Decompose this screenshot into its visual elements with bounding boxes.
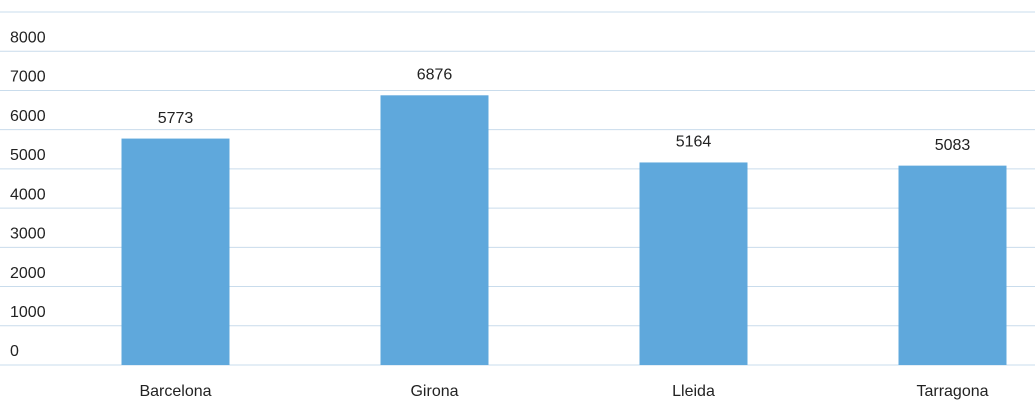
bar bbox=[639, 162, 748, 365]
y-tick-label: 8000 bbox=[10, 29, 46, 46]
x-tick-label: Tarragona bbox=[916, 383, 988, 400]
y-tick-label: 5000 bbox=[10, 147, 46, 164]
data-label: 5083 bbox=[935, 137, 971, 154]
y-tick-label: 6000 bbox=[10, 108, 46, 125]
y-tick-label: 1000 bbox=[10, 304, 46, 321]
bar bbox=[380, 95, 489, 366]
y-tick-label: 3000 bbox=[10, 226, 46, 243]
data-label: 5164 bbox=[676, 134, 712, 151]
y-tick-label: 7000 bbox=[10, 69, 46, 86]
y-tick-label: 0 bbox=[10, 343, 19, 360]
y-tick-label: 2000 bbox=[10, 265, 46, 282]
bar bbox=[898, 165, 1007, 365]
data-label: 5773 bbox=[158, 110, 194, 127]
data-label: 6876 bbox=[417, 67, 453, 84]
y-tick-label: 4000 bbox=[10, 186, 46, 203]
bar bbox=[121, 138, 230, 365]
x-tick-label: Barcelona bbox=[139, 383, 211, 400]
x-tick-label: Lleida bbox=[672, 383, 715, 400]
x-tick-label: Girona bbox=[410, 383, 458, 400]
